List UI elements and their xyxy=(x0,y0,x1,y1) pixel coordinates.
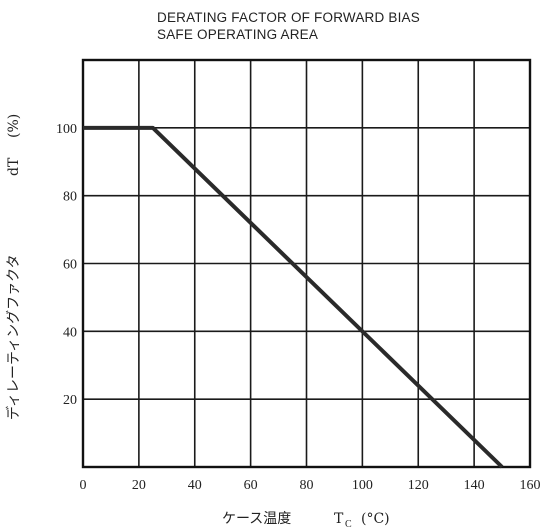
x-axis-symbol-subscript: C xyxy=(345,519,352,529)
plot-frame xyxy=(81,58,532,469)
x-tick-label: 100 xyxy=(352,478,373,493)
y-tick-label: 100 xyxy=(56,122,77,137)
y-tick-label: 40 xyxy=(63,325,77,340)
x-tick-labels: 0 20 40 60 80 100 120 140 160 xyxy=(80,478,541,493)
x-tick-label: 20 xyxy=(132,478,146,493)
x-tick-label: 80 xyxy=(300,478,314,493)
x-tick-label: 40 xyxy=(188,478,202,493)
x-axis-label-text: ケース温度 xyxy=(222,511,291,527)
y-tick-labels: 20 40 60 80 100 xyxy=(56,122,77,408)
y-axis-symbol: dT xyxy=(6,157,22,176)
x-tick-label: 0 xyxy=(80,478,87,493)
x-tick-label: 160 xyxy=(520,478,541,493)
x-tick-label: 140 xyxy=(464,478,485,493)
y-tick-label: 20 xyxy=(63,393,77,408)
x-axis-symbol: T xyxy=(334,511,344,527)
y-tick-label: 60 xyxy=(63,258,77,273)
series-group xyxy=(83,125,504,469)
chart-title-line-1: DERATING FACTOR OF FORWARD BIAS xyxy=(157,10,420,25)
x-tick-label: 120 xyxy=(408,478,429,493)
y-tick-label: 80 xyxy=(63,190,77,205)
y-axis-unit: (%) xyxy=(6,114,22,138)
derating-curve-line xyxy=(83,125,504,469)
y-axis-label: ディレーティングファクタ dT (%) xyxy=(5,114,22,420)
y-axis-label-text: ディレーティングファクタ xyxy=(5,254,22,420)
x-axis-unit: (°C) xyxy=(361,511,390,527)
grid-lines xyxy=(83,60,530,467)
chart-title-line-2: SAFE OPERATING AREA xyxy=(157,27,318,42)
x-tick-label: 60 xyxy=(244,478,258,493)
x-axis-label: ケース温度 xyxy=(222,511,291,527)
